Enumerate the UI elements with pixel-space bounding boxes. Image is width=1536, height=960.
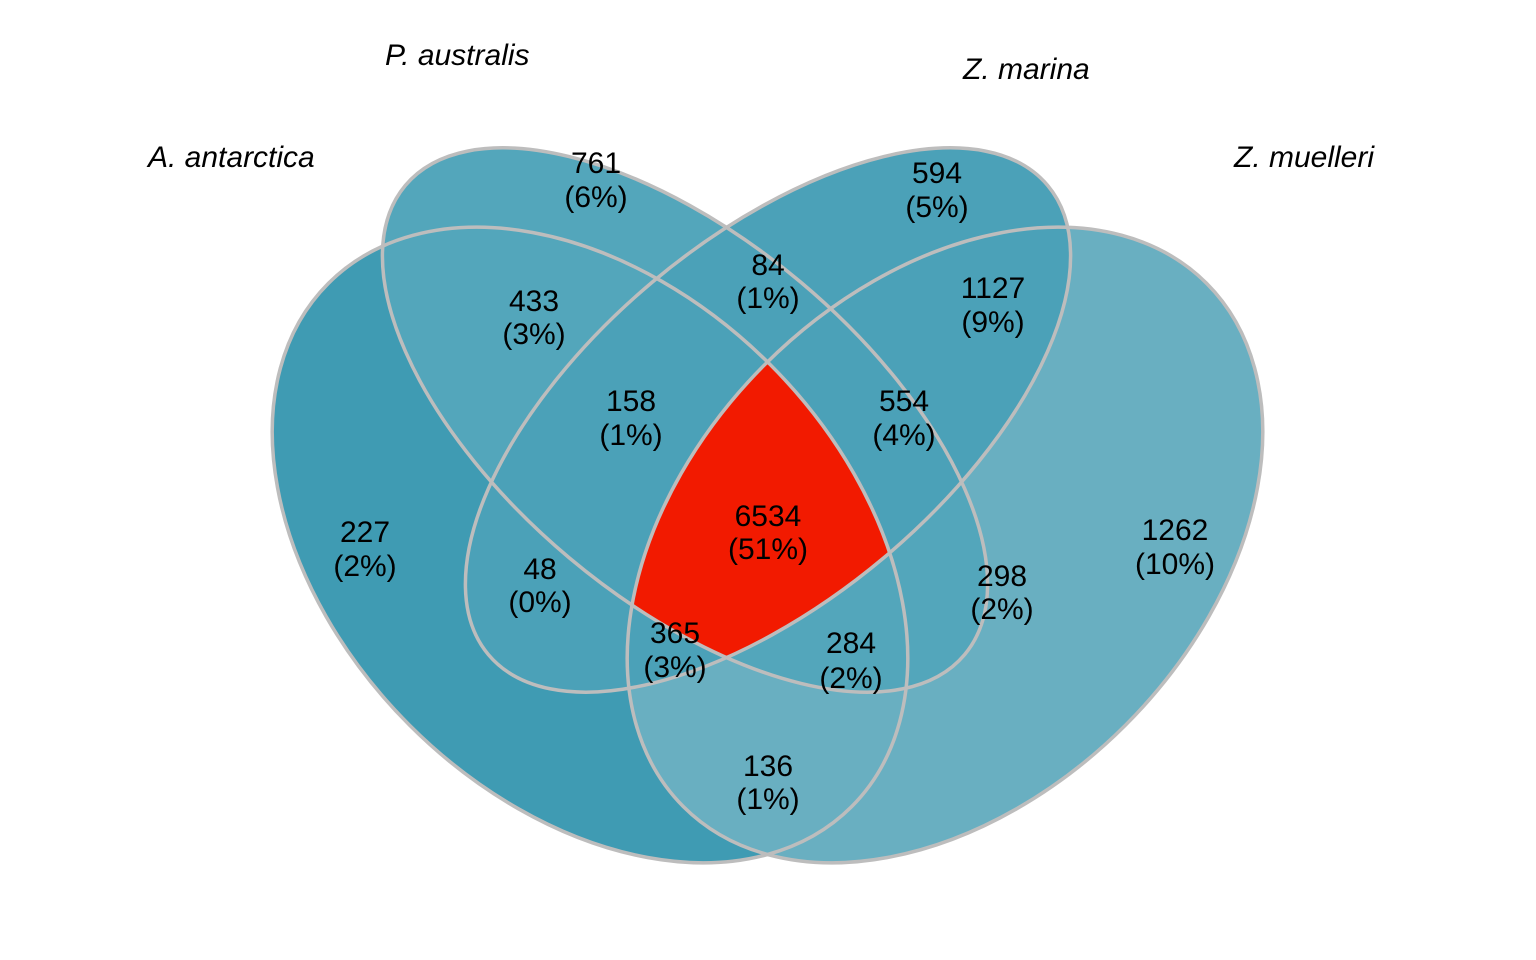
region-count: 6534 <box>735 500 802 533</box>
outline-z-muelleri <box>625 225 1265 865</box>
region-percent: (6%) <box>564 181 627 214</box>
region-aa-pa-zmu: 284 (2%) <box>819 627 882 695</box>
region-count: 433 <box>509 285 559 318</box>
region-pa-zma-zmu: 554 (4%) <box>872 385 935 452</box>
set-label-z-marina: Z. marina <box>962 53 1090 86</box>
region-percent: (5%) <box>905 191 968 224</box>
region-labels: 227 (2%) 761 (6%) 594 (5%) 1262 (10%) 43… <box>333 147 1215 816</box>
region-percent: (1%) <box>736 783 799 816</box>
region-percent: (1%) <box>736 282 799 315</box>
set-label-p-australis: P. australis <box>385 39 530 72</box>
region-percent: (10%) <box>1135 548 1215 581</box>
outline-a-antarctica <box>270 225 910 865</box>
region-zma-only: 594 (5%) <box>905 157 968 224</box>
outline-z-marina <box>463 146 1073 694</box>
region-count: 158 <box>606 385 656 418</box>
region-percent: (4%) <box>872 419 935 452</box>
set-label-a-antarctica: A. antarctica <box>146 141 315 174</box>
region-zmu-only: 1262 (10%) <box>1135 514 1215 581</box>
region-percent: (1%) <box>599 419 662 452</box>
set-outlines <box>270 146 1265 865</box>
set-labels: A. antarctica P. australis Z. marina Z. … <box>146 39 1375 174</box>
region-count: 298 <box>977 560 1027 593</box>
region-count: 554 <box>879 385 929 418</box>
region-aa-pa-zma: 158 (1%) <box>599 385 662 452</box>
region-percent: (0%) <box>508 586 571 619</box>
region-percent: (2%) <box>970 593 1033 626</box>
region-count: 365 <box>650 617 700 650</box>
region-count: 227 <box>340 516 390 549</box>
region-percent: (2%) <box>819 662 882 695</box>
region-count: 594 <box>912 157 962 190</box>
region-count: 1262 <box>1142 514 1209 547</box>
region-aa-pa: 433 (3%) <box>502 285 565 351</box>
region-count: 284 <box>826 627 876 660</box>
region-all-four: 6534 (51%) <box>728 500 808 566</box>
region-aa-zma-zmu: 365 (3%) <box>643 617 706 684</box>
region-count: 1127 <box>961 272 1026 305</box>
region-percent: (3%) <box>643 651 706 684</box>
outline-p-australis <box>380 146 990 694</box>
region-pa-zmu: 298 (2%) <box>970 560 1033 626</box>
set-label-z-muelleri: Z. muelleri <box>1233 141 1375 174</box>
region-percent: (3%) <box>502 318 565 351</box>
region-percent: (2%) <box>333 550 396 583</box>
region-percent: (9%) <box>961 306 1024 339</box>
region-zma-zmu: 1127 (9%) <box>961 272 1026 339</box>
region-count: 48 <box>523 553 556 586</box>
region-aa-zmu: 136 (1%) <box>736 750 799 816</box>
region-percent: (51%) <box>728 533 808 566</box>
region-aa-only: 227 (2%) <box>333 516 396 583</box>
region-pa-only: 761 (6%) <box>564 147 627 214</box>
region-count: 136 <box>743 750 793 783</box>
region-aa-zma: 48 (0%) <box>508 553 571 619</box>
region-count: 761 <box>571 147 621 180</box>
region-pa-zma: 84 (1%) <box>736 249 799 315</box>
region-count: 84 <box>751 249 784 282</box>
